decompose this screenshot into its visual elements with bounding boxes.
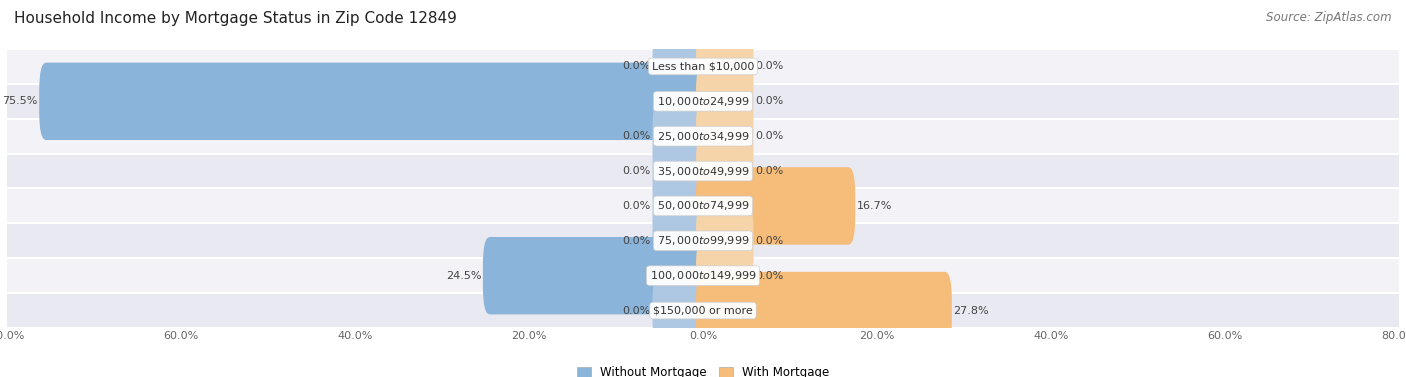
Text: 16.7%: 16.7%: [858, 201, 893, 211]
Text: 0.0%: 0.0%: [755, 131, 783, 141]
Bar: [7, 154, 1399, 188]
Text: 0.0%: 0.0%: [623, 166, 651, 176]
FancyBboxPatch shape: [482, 237, 710, 314]
FancyBboxPatch shape: [696, 98, 754, 175]
FancyBboxPatch shape: [696, 28, 754, 105]
Text: 27.8%: 27.8%: [953, 305, 990, 316]
Bar: [7, 188, 1399, 223]
Bar: [7, 258, 1399, 293]
Legend: Without Mortgage, With Mortgage: Without Mortgage, With Mortgage: [572, 361, 834, 377]
Text: 0.0%: 0.0%: [623, 201, 651, 211]
Text: 0.0%: 0.0%: [755, 236, 783, 246]
FancyBboxPatch shape: [652, 98, 710, 175]
FancyBboxPatch shape: [39, 63, 710, 140]
Text: 0.0%: 0.0%: [623, 61, 651, 72]
Bar: [7, 223, 1399, 258]
Text: $50,000 to $74,999: $50,000 to $74,999: [657, 199, 749, 212]
FancyBboxPatch shape: [696, 63, 754, 140]
FancyBboxPatch shape: [652, 202, 710, 279]
FancyBboxPatch shape: [696, 167, 855, 245]
Bar: [7, 84, 1399, 119]
Text: $100,000 to $149,999: $100,000 to $149,999: [650, 269, 756, 282]
Text: $75,000 to $99,999: $75,000 to $99,999: [657, 234, 749, 247]
FancyBboxPatch shape: [652, 132, 710, 210]
Text: 75.5%: 75.5%: [1, 96, 38, 106]
Text: Household Income by Mortgage Status in Zip Code 12849: Household Income by Mortgage Status in Z…: [14, 11, 457, 26]
Text: 0.0%: 0.0%: [755, 96, 783, 106]
Text: 24.5%: 24.5%: [446, 271, 481, 281]
FancyBboxPatch shape: [696, 132, 754, 210]
Text: 0.0%: 0.0%: [755, 61, 783, 72]
Bar: [7, 49, 1399, 84]
FancyBboxPatch shape: [696, 272, 952, 349]
Text: $25,000 to $34,999: $25,000 to $34,999: [657, 130, 749, 143]
FancyBboxPatch shape: [696, 202, 754, 279]
Bar: [7, 119, 1399, 154]
Text: 0.0%: 0.0%: [755, 271, 783, 281]
FancyBboxPatch shape: [652, 272, 710, 349]
Text: 0.0%: 0.0%: [755, 166, 783, 176]
Bar: [7, 293, 1399, 328]
Text: Source: ZipAtlas.com: Source: ZipAtlas.com: [1267, 11, 1392, 24]
FancyBboxPatch shape: [696, 237, 754, 314]
Text: 0.0%: 0.0%: [623, 131, 651, 141]
Text: $10,000 to $24,999: $10,000 to $24,999: [657, 95, 749, 108]
Text: $150,000 or more: $150,000 or more: [654, 305, 752, 316]
Text: 0.0%: 0.0%: [623, 236, 651, 246]
Text: 0.0%: 0.0%: [623, 305, 651, 316]
FancyBboxPatch shape: [652, 28, 710, 105]
FancyBboxPatch shape: [652, 167, 710, 245]
Text: Less than $10,000: Less than $10,000: [652, 61, 754, 72]
Text: $35,000 to $49,999: $35,000 to $49,999: [657, 165, 749, 178]
